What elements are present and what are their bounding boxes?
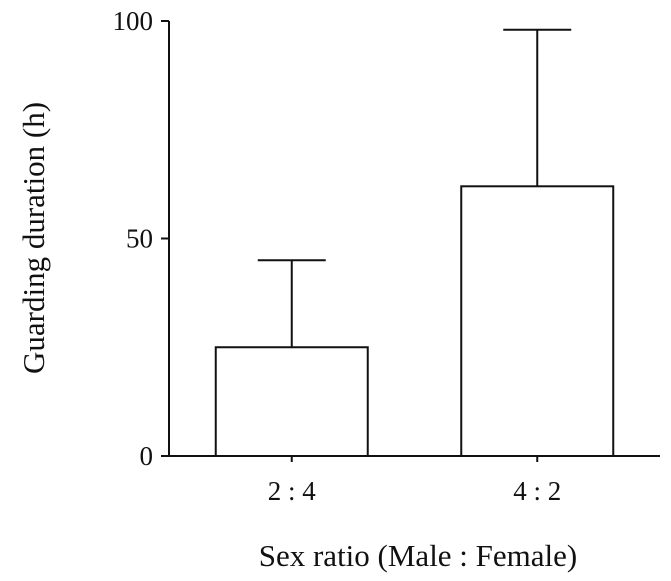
y-axis [161,20,170,457]
y-axis-title: Guarding duration (h) [16,102,51,374]
x-axis-title: Sex ratio (Male : Female) [259,538,578,573]
y-tick-label: 100 [113,6,154,36]
tick-labels: 0 50 100 2 : 4 4 : 2 [113,6,562,506]
x-tick-label: 2 : 4 [268,476,317,506]
bar [460,185,615,458]
bar [214,346,369,457]
y-tick-label: 50 [126,224,153,254]
y-tick-label: 0 [140,441,154,471]
bars [214,185,615,458]
x-tick-label: 4 : 2 [513,476,561,506]
error-bars [257,28,572,348]
